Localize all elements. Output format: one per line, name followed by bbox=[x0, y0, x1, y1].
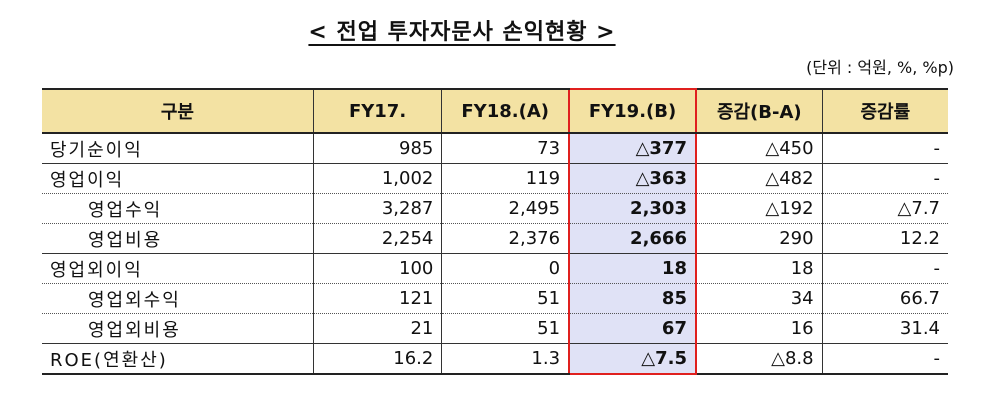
row-label: 영업외수익 bbox=[42, 283, 314, 314]
column-header: FY18.(A) bbox=[441, 88, 570, 134]
column-header: 증감(B-A) bbox=[695, 88, 823, 134]
cell: △8.8 bbox=[695, 343, 823, 375]
cell: 18 bbox=[695, 253, 823, 284]
cell: 3,287 bbox=[312, 193, 443, 224]
row-label: 당기순이익 bbox=[42, 133, 314, 164]
cell: - bbox=[821, 343, 948, 375]
table-row: 영업비용 2,254 2,376 2,666 290 12.2 bbox=[42, 223, 948, 254]
cell: 21 bbox=[312, 313, 443, 344]
table-row: 영업외수익 121 51 85 34 66.7 bbox=[42, 283, 948, 314]
cell: 16 bbox=[695, 313, 823, 344]
row-label: ROE(연환산) bbox=[42, 343, 314, 375]
cell: 18 bbox=[568, 253, 697, 284]
column-header: FY19.(B) bbox=[568, 88, 697, 134]
cell: 2,376 bbox=[441, 223, 570, 254]
unit-note: (단위 : 억원, %, %p) bbox=[806, 58, 954, 77]
cell: 85 bbox=[568, 283, 697, 314]
row-label: 영업외비용 bbox=[42, 313, 314, 344]
cell: △450 bbox=[695, 133, 823, 164]
cell: - bbox=[821, 163, 948, 194]
cell: 121 bbox=[312, 283, 443, 314]
cell: 2,303 bbox=[568, 193, 697, 224]
cell: 12.2 bbox=[821, 223, 948, 254]
cell: 16.2 bbox=[312, 343, 443, 375]
cell: 51 bbox=[441, 283, 570, 314]
cell: △192 bbox=[695, 193, 823, 224]
cell: 2,666 bbox=[568, 223, 697, 254]
row-label: 영업이익 bbox=[42, 163, 314, 194]
cell: △7.7 bbox=[821, 193, 948, 224]
title: < 전업 투자자문사 손익현황 > bbox=[308, 20, 616, 45]
cell: △363 bbox=[568, 163, 697, 194]
cell: △482 bbox=[695, 163, 823, 194]
row-label: 영업외이익 bbox=[42, 253, 314, 284]
table-row: 당기순이익 985 73 △377 △450- bbox=[42, 133, 948, 164]
cell: 67 bbox=[568, 313, 697, 344]
row-label: 영업수익 bbox=[42, 193, 314, 224]
cell: - bbox=[821, 133, 948, 164]
cell: 1,002 bbox=[312, 163, 443, 194]
cell: 51 bbox=[441, 313, 570, 344]
cell: 100 bbox=[312, 253, 443, 284]
header-row: 구분 FY17. FY18.(A) FY19.(B) 증감(B-A) 증감률 bbox=[42, 88, 948, 134]
table-row: 영업외이익 100 0 18 18- bbox=[42, 253, 948, 284]
cell: △7.5 bbox=[568, 343, 697, 375]
cell: 2,254 bbox=[312, 223, 443, 254]
table-row: 영업외비용 21 51 67 16 31.4 bbox=[42, 313, 948, 344]
cell: 290 bbox=[695, 223, 823, 254]
cell: 34 bbox=[695, 283, 823, 314]
cell: 66.7 bbox=[821, 283, 948, 314]
table-row: 영업이익 1,002 119 △363 △482- bbox=[42, 163, 948, 194]
cell: 73 bbox=[441, 133, 570, 164]
cell: 2,495 bbox=[441, 193, 570, 224]
column-header: 구분 bbox=[42, 88, 314, 134]
table-row: 영업수익 3,287 2,495 2,303 △192 △7.7 bbox=[42, 193, 948, 224]
column-header: 증감률 bbox=[821, 88, 948, 134]
cell: 0 bbox=[441, 253, 570, 284]
cell: 1.3 bbox=[441, 343, 570, 375]
cell: 119 bbox=[441, 163, 570, 194]
column-header: FY17. bbox=[312, 88, 443, 134]
cell: 985 bbox=[312, 133, 443, 164]
cell: △377 bbox=[568, 133, 697, 164]
pl-table: 구분 FY17. FY18.(A) FY19.(B) 증감(B-A) 증감률 당기순이익 98… bbox=[42, 88, 948, 375]
cell: 31.4 bbox=[821, 313, 948, 344]
table-row: ROE(연환산) 16.2 1.3 △7.5 △8.8- bbox=[42, 343, 948, 375]
row-label: 영업비용 bbox=[42, 223, 314, 254]
cell: - bbox=[821, 253, 948, 284]
